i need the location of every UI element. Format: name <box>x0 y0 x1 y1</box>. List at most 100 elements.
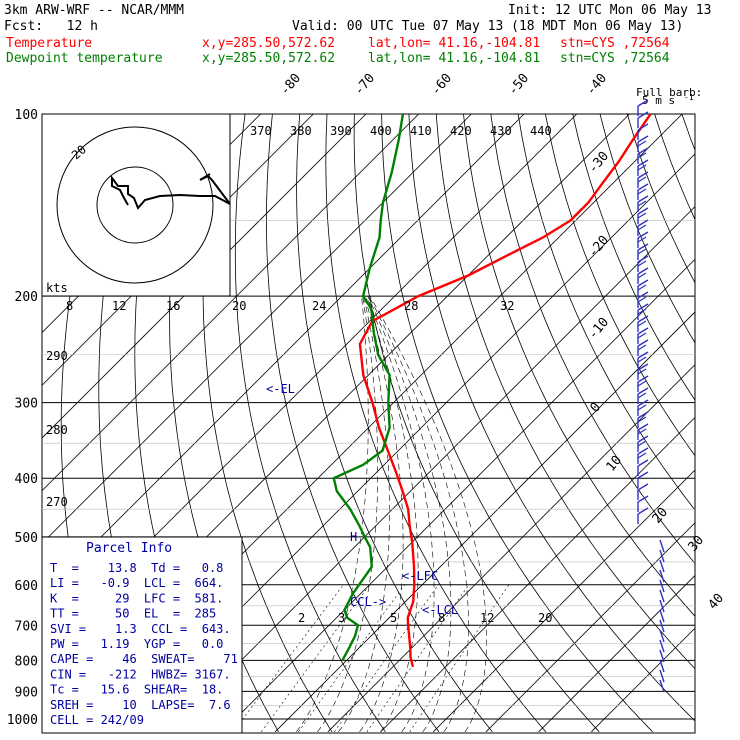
mixing-ratio-line <box>366 584 470 732</box>
isotherm-label: 30 <box>686 533 708 555</box>
wind-barb-flag <box>637 411 649 419</box>
wind-barb-lower <box>659 559 665 573</box>
mixing-ratio-label: 8 <box>438 611 445 625</box>
wind-barb-flag <box>637 423 649 431</box>
moist-adiabat <box>369 295 487 732</box>
wind-barb-lower <box>659 549 665 563</box>
isotherm-label: 10 <box>604 453 626 475</box>
wind-speed-label: 16 <box>166 299 180 313</box>
isotherm-label: -80 <box>278 71 305 99</box>
wind-barb-flag <box>637 507 649 515</box>
isotherm-label: -40 <box>584 71 611 99</box>
wind-barb-flag <box>637 159 649 167</box>
wind-barb-flag <box>637 339 649 347</box>
ccl-label: CCL-> <box>350 595 386 609</box>
isotherm-label: -20 <box>586 233 613 261</box>
wind-barb-flag <box>637 195 649 203</box>
wind-speed-label: 32 <box>500 299 514 313</box>
wind-barbs: Full barb:5 m s -1 <box>636 86 702 693</box>
dry-adiabat <box>202 114 333 733</box>
legend-dewpoint: Dewpoint temperature <box>6 51 163 66</box>
wind-barb-lower <box>659 599 665 613</box>
dry-adiabat <box>490 114 695 565</box>
parcel-title: Parcel Info <box>86 541 172 556</box>
dry-adiabat <box>381 114 653 733</box>
isotherm-line <box>380 416 695 733</box>
dewpoint-station: stn=CYS ,72564 <box>560 51 670 66</box>
wind-barb-flag <box>637 356 647 363</box>
hodograph-trace <box>111 175 231 210</box>
isotherm-line <box>538 574 695 733</box>
barb-scale-superscript: -1 <box>684 93 694 102</box>
temperature-xy: x,y=285.50,572.62 <box>202 36 336 51</box>
pressure-tick-label: 900 <box>15 685 38 700</box>
wind-speed-label: 8 <box>66 299 73 313</box>
parcel-row: T = 13.8 Td = 0.8 <box>50 561 223 575</box>
wind-barb-flag <box>637 188 647 195</box>
moist-adiabat <box>366 295 435 732</box>
wind-barb-flag <box>637 243 649 251</box>
wind-barb-lower <box>659 539 665 553</box>
pressure-tick-label: 200 <box>15 290 38 305</box>
parcel-row: PW = 1.19 YGP = 0.0 <box>50 637 223 651</box>
isotherm-label: -70 <box>352 71 379 99</box>
parcel-box-bg <box>41 536 243 734</box>
wind-speed-label: 12 <box>112 299 126 313</box>
theta-top-label: 430 <box>490 124 512 138</box>
wind-barb-flag <box>637 375 649 383</box>
valid-time: Valid: 00 UTC Tue 07 May 13 (18 MDT Mon … <box>292 19 684 34</box>
parcel-row: CAPE = 46 SWEAT= 71 <box>50 652 238 666</box>
parcel-row: SREH = 10 LAPSE= 7.6 <box>50 698 231 712</box>
wind-barb-flag <box>637 387 649 395</box>
isotherm-line <box>485 522 695 733</box>
wind-barb-lower <box>659 619 665 633</box>
wind-barb-flag <box>637 447 649 455</box>
pressure-tick-label: 300 <box>15 397 38 412</box>
moist-adiabat <box>317 296 378 732</box>
wind-barb-flag <box>637 260 647 267</box>
isotherm-line <box>327 364 695 733</box>
wind-barb-flag <box>637 296 647 303</box>
moist-adiabat <box>296 296 369 732</box>
wind-speed-label: 28 <box>404 299 418 313</box>
wind-barb-flag <box>637 440 647 447</box>
model-title: 3km ARW-WRF -- NCAR/MMM <box>4 3 185 18</box>
lcl-label: <-LCL <box>422 603 458 617</box>
moist-adiabat <box>365 296 419 732</box>
wind-barb-flag <box>637 363 649 371</box>
isotherm-line <box>42 114 367 439</box>
wind-barb-flag <box>637 483 649 491</box>
wind-barb-lower <box>659 669 665 683</box>
wind-barb-flag <box>637 176 647 183</box>
temperature-latlon: lat,lon= 41.16,-104.81 <box>368 36 541 51</box>
wind-barb-flag <box>637 284 647 291</box>
wind-barb-flag <box>637 248 647 255</box>
wind-barb-flag <box>637 351 649 359</box>
wind-barb-flag <box>637 380 647 387</box>
theta-top-label: 410 <box>410 124 432 138</box>
init-time: Init: 12 UTC Mon 06 May 13 <box>508 3 712 18</box>
theta-top-label: 380 <box>290 124 312 138</box>
wind-barb-lower <box>659 629 665 643</box>
wind-barb-flag <box>637 332 647 339</box>
wind-barb-flag <box>637 291 649 299</box>
moist-adiabat <box>368 295 469 732</box>
wind-barb-flag <box>637 152 647 159</box>
wind-barb-flag <box>637 459 649 467</box>
wind-barb-lower <box>659 659 665 673</box>
wind-barb-flag <box>637 344 647 351</box>
wind-barb-flag <box>637 392 647 399</box>
wind-barb-flag <box>637 303 649 311</box>
wind-barb-flag <box>637 99 649 107</box>
mixing-ratio-label: 20 <box>538 611 552 625</box>
parcel-row: CIN = -212 HWBZ= 3167. <box>50 667 231 681</box>
legend-temperature: Temperature <box>6 36 93 51</box>
theta-top-label: 440 <box>530 124 552 138</box>
theta-side-label: 270 <box>46 495 68 509</box>
wind-barb-flag <box>637 279 649 287</box>
isotherm-line <box>42 114 419 492</box>
hodograph-ring-inner <box>96 166 174 244</box>
wind-barb-flag <box>637 183 649 191</box>
isotherm-label: -50 <box>506 71 533 99</box>
